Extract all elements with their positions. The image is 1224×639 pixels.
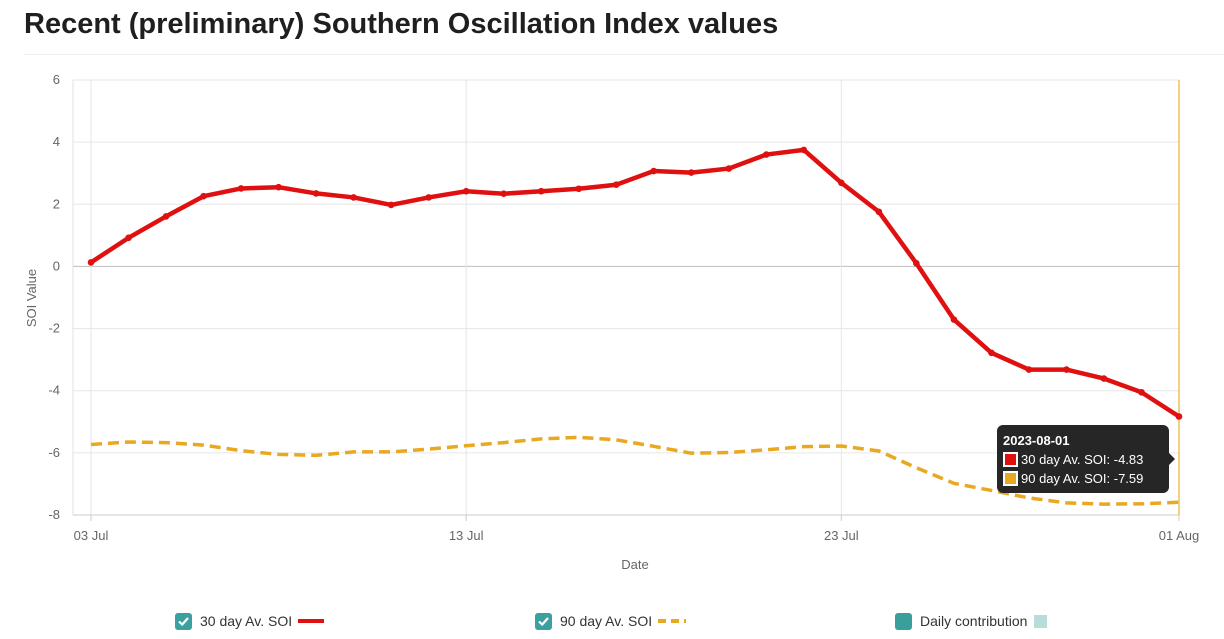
data-point-30-day — [612, 181, 620, 189]
data-point-30-day — [950, 316, 958, 323]
x-axis-title: Date — [621, 557, 648, 572]
tooltip-value-30-day: 30 day Av. SOI: -4.83 — [1021, 452, 1144, 467]
data-point-30-day — [913, 260, 920, 267]
series-line-30-day — [88, 147, 1182, 419]
data-point-30-day — [237, 185, 245, 192]
data-point-30-day — [725, 165, 733, 172]
data-point-30-day — [87, 259, 95, 266]
x-tick-label: 03 Jul — [74, 528, 109, 543]
data-point-30-day — [838, 179, 845, 187]
x-tick-label: 01 Aug — [1159, 528, 1200, 543]
data-point-30-day — [200, 192, 207, 200]
y-tick-label: -8 — [48, 507, 60, 522]
legend-label-30-day: 30 day Av. SOI — [200, 613, 293, 629]
y-tick-label: 6 — [53, 72, 60, 87]
legend-item-daily[interactable]: Daily contribution — [895, 610, 1048, 632]
data-point-30-day — [1138, 388, 1145, 396]
data-point-30-day — [1175, 413, 1183, 420]
series-line-90-day — [90, 435, 1180, 506]
tooltip-row-30-day: 30 day Av. SOI: -4.83 — [1003, 450, 1163, 469]
data-point-30-day — [387, 201, 395, 209]
x-tick-label: 23 Jul — [824, 528, 859, 543]
legend-label-daily: Daily contribution — [920, 613, 1028, 629]
data-point-30-day — [687, 169, 695, 176]
y-tick-label: -4 — [48, 383, 60, 398]
checkbox-unchecked-icon[interactable] — [895, 612, 912, 630]
title-divider — [24, 54, 1224, 55]
tooltip-row-90-day: 90 day Av. SOI: -7.59 — [1003, 469, 1163, 488]
legend-item-90-day[interactable]: 90 day Av. SOI — [535, 610, 687, 632]
y-tick-label: -2 — [48, 321, 60, 336]
checkbox-checked-icon[interactable] — [535, 612, 552, 630]
data-point-30-day — [350, 194, 357, 201]
data-point-30-day — [425, 194, 432, 201]
y-tick-label: 2 — [53, 196, 60, 211]
tooltip-arrow — [1169, 453, 1175, 465]
data-point-30-day — [575, 185, 583, 193]
data-point-30-day — [162, 213, 170, 220]
data-point-30-day — [1063, 366, 1070, 373]
tooltip-swatch-icon — [1003, 471, 1018, 486]
tooltip-swatch-icon — [1003, 452, 1018, 467]
data-point-30-day — [500, 190, 507, 198]
data-point-30-day — [125, 234, 132, 242]
data-point-30-day — [537, 187, 545, 195]
legend-solid-line-icon — [298, 619, 325, 623]
legend-bar-swatch-icon — [1034, 614, 1048, 628]
data-point-30-day — [650, 167, 658, 175]
chart-title: Recent (preliminary) Southern Oscillatio… — [24, 8, 779, 40]
y-tick-label: 0 — [53, 258, 60, 273]
data-point-30-day — [275, 183, 282, 191]
data-tooltip: 2023-08-01 30 day Av. SOI: -4.83 90 day … — [997, 425, 1175, 493]
legend-item-30-day[interactable]: 30 day Av. SOI — [175, 610, 325, 632]
data-point-30-day — [312, 190, 320, 197]
data-point-30-day — [1025, 366, 1033, 373]
data-point-30-day — [988, 349, 995, 357]
soi-line-chart: 6 4 2 0 -2 -4 -6 -8 03 Jul 13 Jul 23 Jul 01 Aug Date… — [24, 72, 1200, 572]
data-point-30-day — [462, 187, 470, 195]
legend-dashed-line-icon — [658, 619, 687, 623]
x-tick-label: 13 Jul — [449, 528, 484, 543]
legend-label-90-day: 90 day Av. SOI — [560, 613, 653, 629]
data-point-30-day — [1100, 375, 1108, 382]
y-axis-title: SOI Value — [24, 269, 39, 327]
data-point-30-day — [763, 151, 770, 158]
y-tick-label: 4 — [53, 134, 60, 149]
tooltip-date: 2023-08-01 — [1003, 433, 1070, 448]
y-tick-label: -6 — [48, 445, 60, 460]
data-point-30-day — [800, 146, 808, 154]
tooltip-value-90-day: 90 day Av. SOI: -7.59 — [1021, 471, 1144, 486]
checkbox-checked-icon[interactable] — [175, 612, 192, 630]
data-point-30-day — [875, 208, 883, 216]
